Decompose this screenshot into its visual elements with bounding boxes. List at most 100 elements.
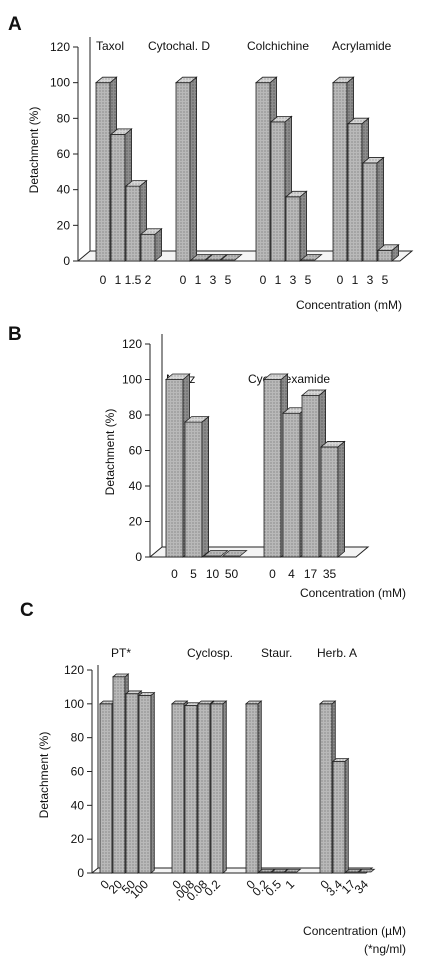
chart-a-bar-top: [346, 117, 370, 125]
chart-a-x-tick-label: 5: [225, 273, 232, 287]
chart-a-group-label: Acrylamide: [332, 39, 392, 53]
chart-b-bar-side: [337, 440, 346, 558]
chart-c-y-tick-label: 120: [64, 663, 84, 677]
chart-c-bar-side: [222, 700, 227, 874]
chart-b-group-label: Cyclohexamide: [248, 372, 330, 386]
chart-a-bar: [204, 254, 228, 261]
chart-c-bar-top: [111, 673, 130, 678]
chart-c-y-tick-label: 0: [77, 866, 84, 880]
chart-a-bar: [110, 133, 126, 262]
chart-b-bar: [263, 379, 282, 558]
chart-b-bar: [221, 550, 248, 557]
chart-c-y-tick-label: 60: [71, 765, 85, 779]
chart-b-x-tick-label: 0: [171, 567, 178, 581]
chart-a-group-label: Cytochal. D: [148, 39, 210, 53]
chart-a-bar-side: [299, 190, 308, 262]
chart-a-bar-top: [284, 190, 308, 198]
chart-c-bar: [245, 703, 259, 874]
chart-c-group-label: Staur.: [261, 646, 292, 660]
chart-a-y-tick-label: 20: [57, 218, 71, 232]
panel-letter-b: B: [8, 324, 22, 345]
chart-a-y-tick-label: 80: [57, 111, 71, 125]
chart-c-bar-top: [209, 700, 228, 705]
chart-a-x-tick-label: 5: [382, 273, 389, 287]
panel-b-ylabel: Detachment (%): [103, 409, 117, 496]
chart-a-x-tick-label: 1: [352, 273, 359, 287]
chart-c-bar: [257, 868, 276, 873]
chart-a-x-tick-label: 3: [210, 273, 217, 287]
chart-c-bar: [138, 694, 152, 874]
chart-c-bar-top: [244, 700, 263, 705]
chart-c-bar: [344, 868, 363, 873]
chart-c-bar: [332, 760, 346, 874]
panel-c-xlabel: Concentration (µM): [303, 924, 406, 938]
chart-b-y-tick-label: 60: [129, 444, 143, 458]
chart-b-y-tick-label: 0: [135, 550, 142, 564]
chart-b-y-tick-label: 20: [129, 515, 143, 529]
chart-b-y-tick-label: 120: [122, 337, 142, 351]
panel-a-xlabel: Concentration (mM): [296, 298, 402, 312]
chart-a-x-tick-label: 5: [305, 273, 312, 287]
chart-a-group-label: Taxol: [96, 39, 124, 53]
chart-a-x-tick-label: 3: [367, 273, 374, 287]
chart-a-x-tick-label: 1: [195, 273, 202, 287]
chart-a-y-tick-label: 0: [63, 254, 70, 268]
chart-c-bar: [319, 703, 333, 874]
chart-c-bar: [357, 868, 376, 873]
chart-a-bar-top: [124, 180, 148, 187]
chart-a-bar-top: [94, 76, 118, 84]
chart-a-x-tick-label: 0: [260, 273, 267, 287]
chart-a-x-tick-label: 3: [290, 273, 297, 287]
chart-a-bar: [95, 82, 111, 262]
chart-a-bar: [270, 121, 286, 262]
chart-c-bar-top: [318, 700, 337, 705]
chart-c-bar: [283, 868, 302, 873]
chart-a-bar: [347, 123, 363, 262]
chart-c-bar-top: [196, 700, 215, 705]
chart-a-bar-side: [376, 156, 385, 262]
chart-a-bar: [140, 233, 156, 262]
chart-b-y-tick-label: 80: [129, 408, 143, 422]
chart-b-bar: [202, 550, 229, 557]
chart-c-bar: [99, 703, 113, 874]
chart-a-bar-top: [269, 116, 293, 123]
chart-c-bar: [112, 676, 126, 874]
panel-c-xnote: (*ng/ml): [364, 942, 406, 956]
chart-a-bar-top: [109, 128, 133, 135]
chart-b-x-tick-label: 5: [190, 567, 197, 581]
chart-b-bar: [165, 379, 184, 558]
chart-b-bar-top: [300, 389, 327, 396]
chart-b-bar-top: [319, 441, 346, 448]
chart-c-bar: [197, 703, 211, 874]
chart-c-x-tick-label: 0.5: [262, 877, 284, 899]
chart-a-bar: [362, 162, 378, 262]
chart-a-x-tick-label: 2: [145, 273, 152, 287]
panel-letter-a: A: [8, 14, 22, 35]
chart-a-x-tick-label: 1: [115, 273, 122, 287]
chart-b-x-tick-label: 0: [269, 567, 276, 581]
chart-a-bar-top: [254, 76, 278, 84]
chart-b-x-tick-label: 10: [206, 567, 220, 581]
chart-b-bar-top: [164, 373, 191, 380]
chart-a-bar: [219, 254, 243, 261]
chart-b-x-tick-label: 50: [225, 567, 239, 581]
chart-b-bar-top: [262, 373, 289, 380]
chart-a-y-tick-label: 40: [57, 183, 71, 197]
chart-a-bar: [285, 196, 301, 262]
chart-a-y-tick-label: 60: [57, 147, 71, 161]
chart-a-bar: [377, 249, 393, 262]
chart-c-bar: [184, 705, 198, 874]
chart-a-x-tick-label: 0: [337, 273, 344, 287]
chart-b-bar: [320, 446, 339, 558]
chart-c-y-tick-label: 40: [71, 798, 85, 812]
chart-b-bar: [301, 395, 320, 558]
chart-b-bar: [282, 412, 301, 558]
chart-c-bar-top: [170, 700, 189, 705]
chart-c-y-tick-label: 20: [71, 832, 85, 846]
chart-a-bar: [189, 254, 213, 261]
chart-a-bar: [332, 82, 348, 262]
chart-a-bar-top: [361, 157, 385, 164]
chart-c-x-tick-label: 1: [282, 877, 297, 892]
chart-a-bar-top: [139, 228, 163, 235]
